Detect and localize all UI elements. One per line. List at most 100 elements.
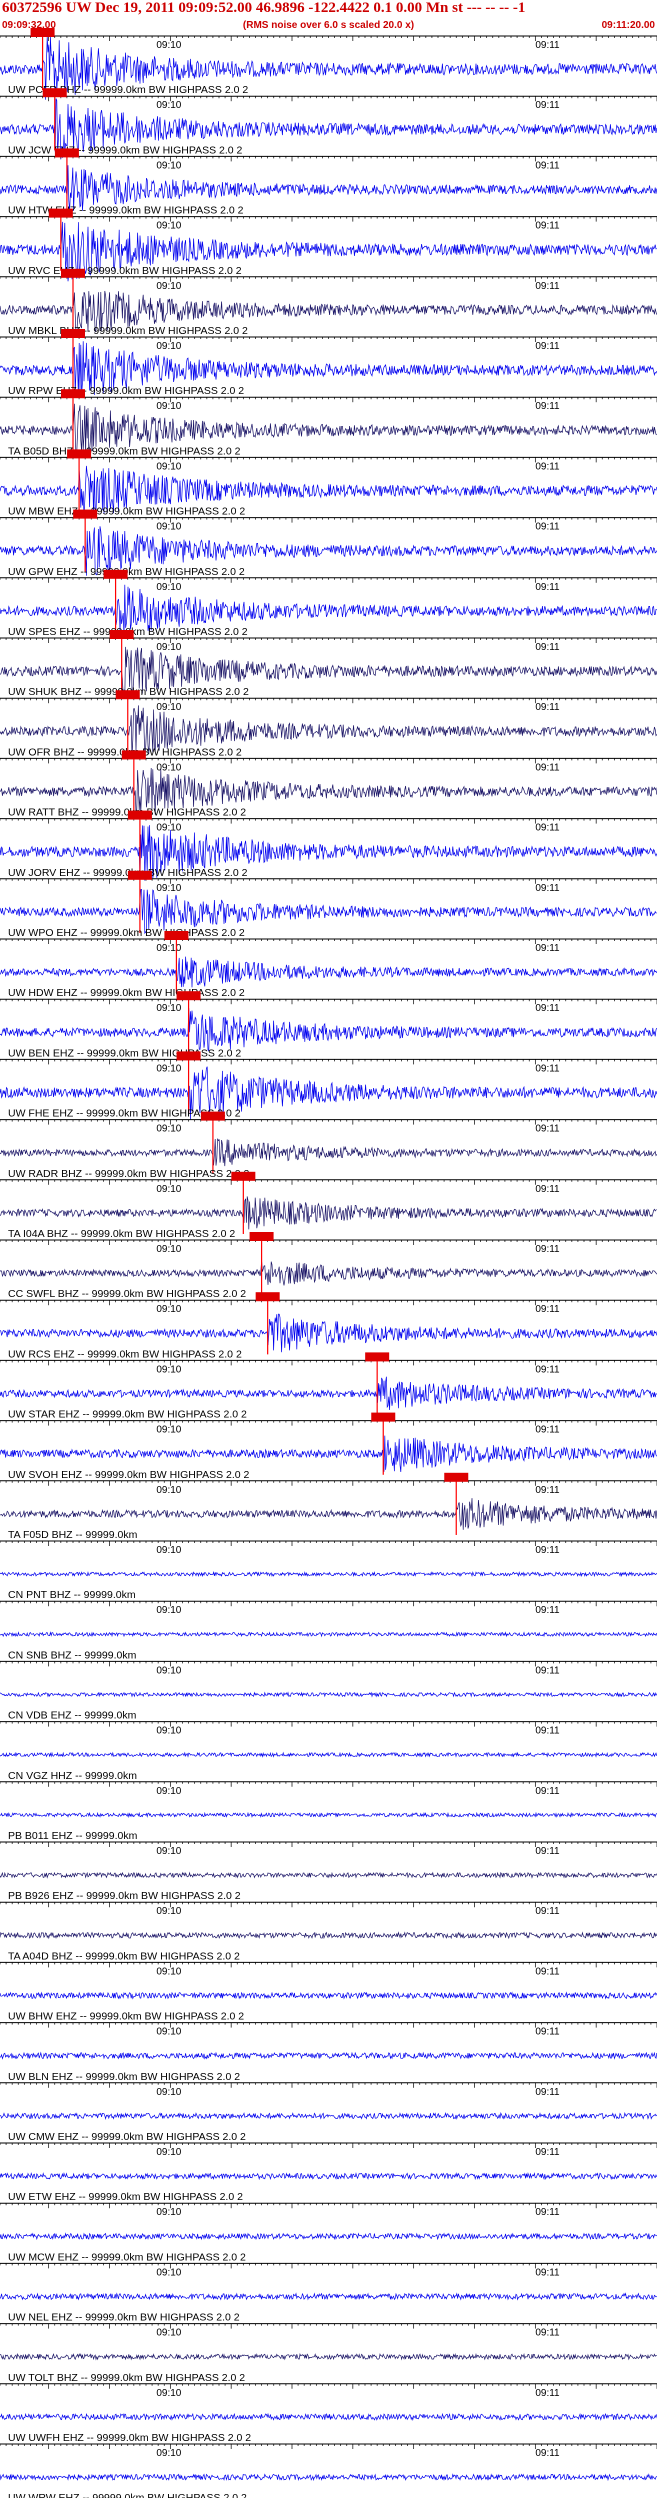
channel-label: UW MBW EHZ -- 99999.0km BW HIGHPASS 2.0 … [8, 506, 245, 518]
channel-label: UW HDW EHZ -- 99999.0km BW HIGHPASS 2.0 … [8, 987, 245, 999]
channel-label: UW UWFH EHZ -- 99999.0km BW HIGHPASS 2.0… [8, 2432, 251, 2444]
channel-row: 09:10 09:11 UW RPW EHZ -- 99999.0km BW HIG… [0, 385, 657, 459]
tick-label: 09:11 [535, 2087, 560, 2098]
waveform-trace [0, 403, 657, 459]
tick-label: 09:10 [156, 522, 181, 533]
tick-label: 09:10 [156, 943, 181, 954]
channel-label: UW JORV EHZ -- 99999.0km BW HIGHPASS 2.0… [8, 867, 248, 879]
tick-label: 09:10 [156, 1545, 181, 1556]
waveform-trace [0, 1691, 657, 1698]
tick-label: 09:11 [535, 1063, 560, 1074]
channel-label: UW FHE EHZ -- 99999.0km BW HIGHPASS 2.0 … [8, 1108, 241, 1120]
channel-row: 09:10 09:11 UW RCS EHZ -- 99999.0km BW HIG… [0, 1348, 657, 1415]
waveform-trace [0, 767, 657, 815]
tick-label: 09:10 [156, 2147, 181, 2158]
waveform-trace [0, 2353, 657, 2361]
tick-label: 09:11 [535, 1364, 560, 1375]
tick-label: 09:10 [156, 702, 181, 713]
pick-marker [249, 1232, 274, 1241]
tick-label: 09:10 [156, 2087, 181, 2098]
tick-label: 09:10 [156, 1605, 181, 1616]
waveform-trace [0, 341, 657, 398]
pick-marker [127, 870, 152, 880]
tick-label: 09:11 [535, 281, 560, 292]
waveform-trace [0, 165, 657, 212]
pick-marker [371, 1412, 396, 1422]
pick-marker [365, 1352, 390, 1362]
tick-label: 09:10 [156, 1665, 181, 1676]
waveform-trace [0, 956, 657, 988]
tick-label: 09:10 [156, 401, 181, 412]
pick-marker [164, 931, 189, 940]
tick-label: 09:10 [156, 1906, 181, 1917]
channel-row: 09:10 09:11 PB B926 EHZ -- 99999.0km BW HI… [0, 1890, 657, 1940]
pick-marker [67, 449, 92, 459]
pick-marker [200, 1111, 225, 1121]
tick-label: 09:11 [535, 160, 560, 171]
channel-label: UW RPW EHZ -- 99999.0km BW HIGHPASS 2.0 … [8, 385, 244, 397]
waveform-trace [0, 2232, 657, 2241]
tick-label: 09:11 [535, 221, 560, 232]
channel-label: UW RVC EHZ -- 99999.0km BW HIGHPASS 2.0 … [8, 265, 242, 277]
channel-row: 09:10 09:11 UW RVC EHZ -- 99999.0km BW HIG… [0, 265, 657, 338]
waveform-trace [0, 36, 657, 100]
channel-label: UW STAR EHZ -- 99999.0km BW HIGHPASS 2.0… [8, 1409, 247, 1421]
channel-label: TA B05D BHZ -- 99999.0km BW HIGHPASS 2.0… [8, 445, 241, 457]
channel-label: UW CMW EHZ -- 99999.0km BW HIGHPASS 2.0 … [8, 2131, 246, 2143]
tick-label: 09:11 [535, 40, 560, 51]
tick-label: 09:11 [535, 1906, 560, 1917]
channel-label: TA A04D BHZ -- 99999.0km BW HIGHPASS 2.0… [8, 1950, 240, 1962]
waveform-trace [0, 825, 657, 881]
waveform-trace [0, 2473, 657, 2482]
waveform-trace [0, 646, 657, 698]
channel-row: 09:10 09:11 UW PCFR BHZ -- 99999.0km BW HI… [0, 84, 657, 160]
tick-label: 09:11 [535, 522, 560, 533]
waveform-trace [0, 1313, 657, 1353]
tick-label: 09:10 [156, 1485, 181, 1496]
tick-label: 09:11 [535, 1425, 560, 1436]
waveform-trace [0, 1008, 657, 1052]
channel-row: 09:10 09:11 UW ETW EHZ -- 99999.0km BW HIG… [0, 2191, 657, 2241]
channel-row: 09:10 09:11 UW HTW EHZ -- 99999.0km BW HIG… [0, 205, 657, 282]
waveform-trace [0, 1751, 657, 1758]
tick-label: 09:11 [535, 702, 560, 713]
channel-row: 09:10 09:11 TA A04D BHZ -- 99999.0km BW HI… [0, 1950, 657, 2000]
tick-label: 09:10 [156, 2267, 181, 2278]
tick-label: 09:10 [156, 1184, 181, 1195]
tick-label: 09:10 [156, 281, 181, 292]
tick-label: 09:11 [535, 883, 560, 894]
tick-label: 09:10 [156, 341, 181, 352]
tick-label: 09:10 [156, 2448, 181, 2459]
channel-label: UW BLN EHZ -- 99999.0km BW HIGHPASS 2.0 … [8, 2071, 240, 2083]
channel-row: 09:10 09:11 [0, 28, 657, 100]
tick-label: 09:11 [535, 341, 560, 352]
channel-label: UW BEN EHZ -- 99999.0km BW HIGHPASS 2.0 … [8, 1047, 241, 1059]
tick-label: 09:11 [535, 943, 560, 954]
pick-marker [73, 509, 98, 519]
tick-label: 09:10 [156, 1364, 181, 1375]
tick-label: 09:10 [156, 883, 181, 894]
tick-label: 09:10 [156, 160, 181, 171]
waveform-trace [0, 2111, 657, 2120]
tick-label: 09:10 [156, 1003, 181, 1014]
tick-label: 09:11 [535, 1003, 560, 1014]
channel-row: 09:10 09:11 UW TOLT BHZ -- 99999.0km BW HI… [0, 2372, 657, 2422]
tick-label: 09:10 [156, 461, 181, 472]
tick-label: 09:11 [535, 2448, 560, 2459]
tick-label: 09:11 [535, 401, 560, 412]
waveform-trace [0, 1260, 657, 1286]
tick-label: 09:11 [535, 1304, 560, 1315]
channel-label: UW PCFR BHZ -- 99999.0km BW HIGHPASS 2.0… [8, 84, 248, 96]
pick-marker [30, 28, 55, 37]
channel-row: 09:10 09:11 UW CMW EHZ -- 99999.0km BW HIG… [0, 2131, 657, 2181]
channel-label: CN VGZ HHZ -- 99999.0km [8, 1770, 137, 1782]
tick-label: 09:10 [156, 1304, 181, 1315]
tick-label: 09:10 [156, 2207, 181, 2218]
waveform-trace [0, 290, 657, 338]
waveform-trace [0, 1138, 657, 1167]
channel-row: 09:10 09:11 UW RADR BHZ -- 99999.0km BW HI… [0, 1168, 657, 1234]
channel-label: UW RCS EHZ -- 99999.0km BW HIGHPASS 2.0 … [8, 1348, 242, 1360]
